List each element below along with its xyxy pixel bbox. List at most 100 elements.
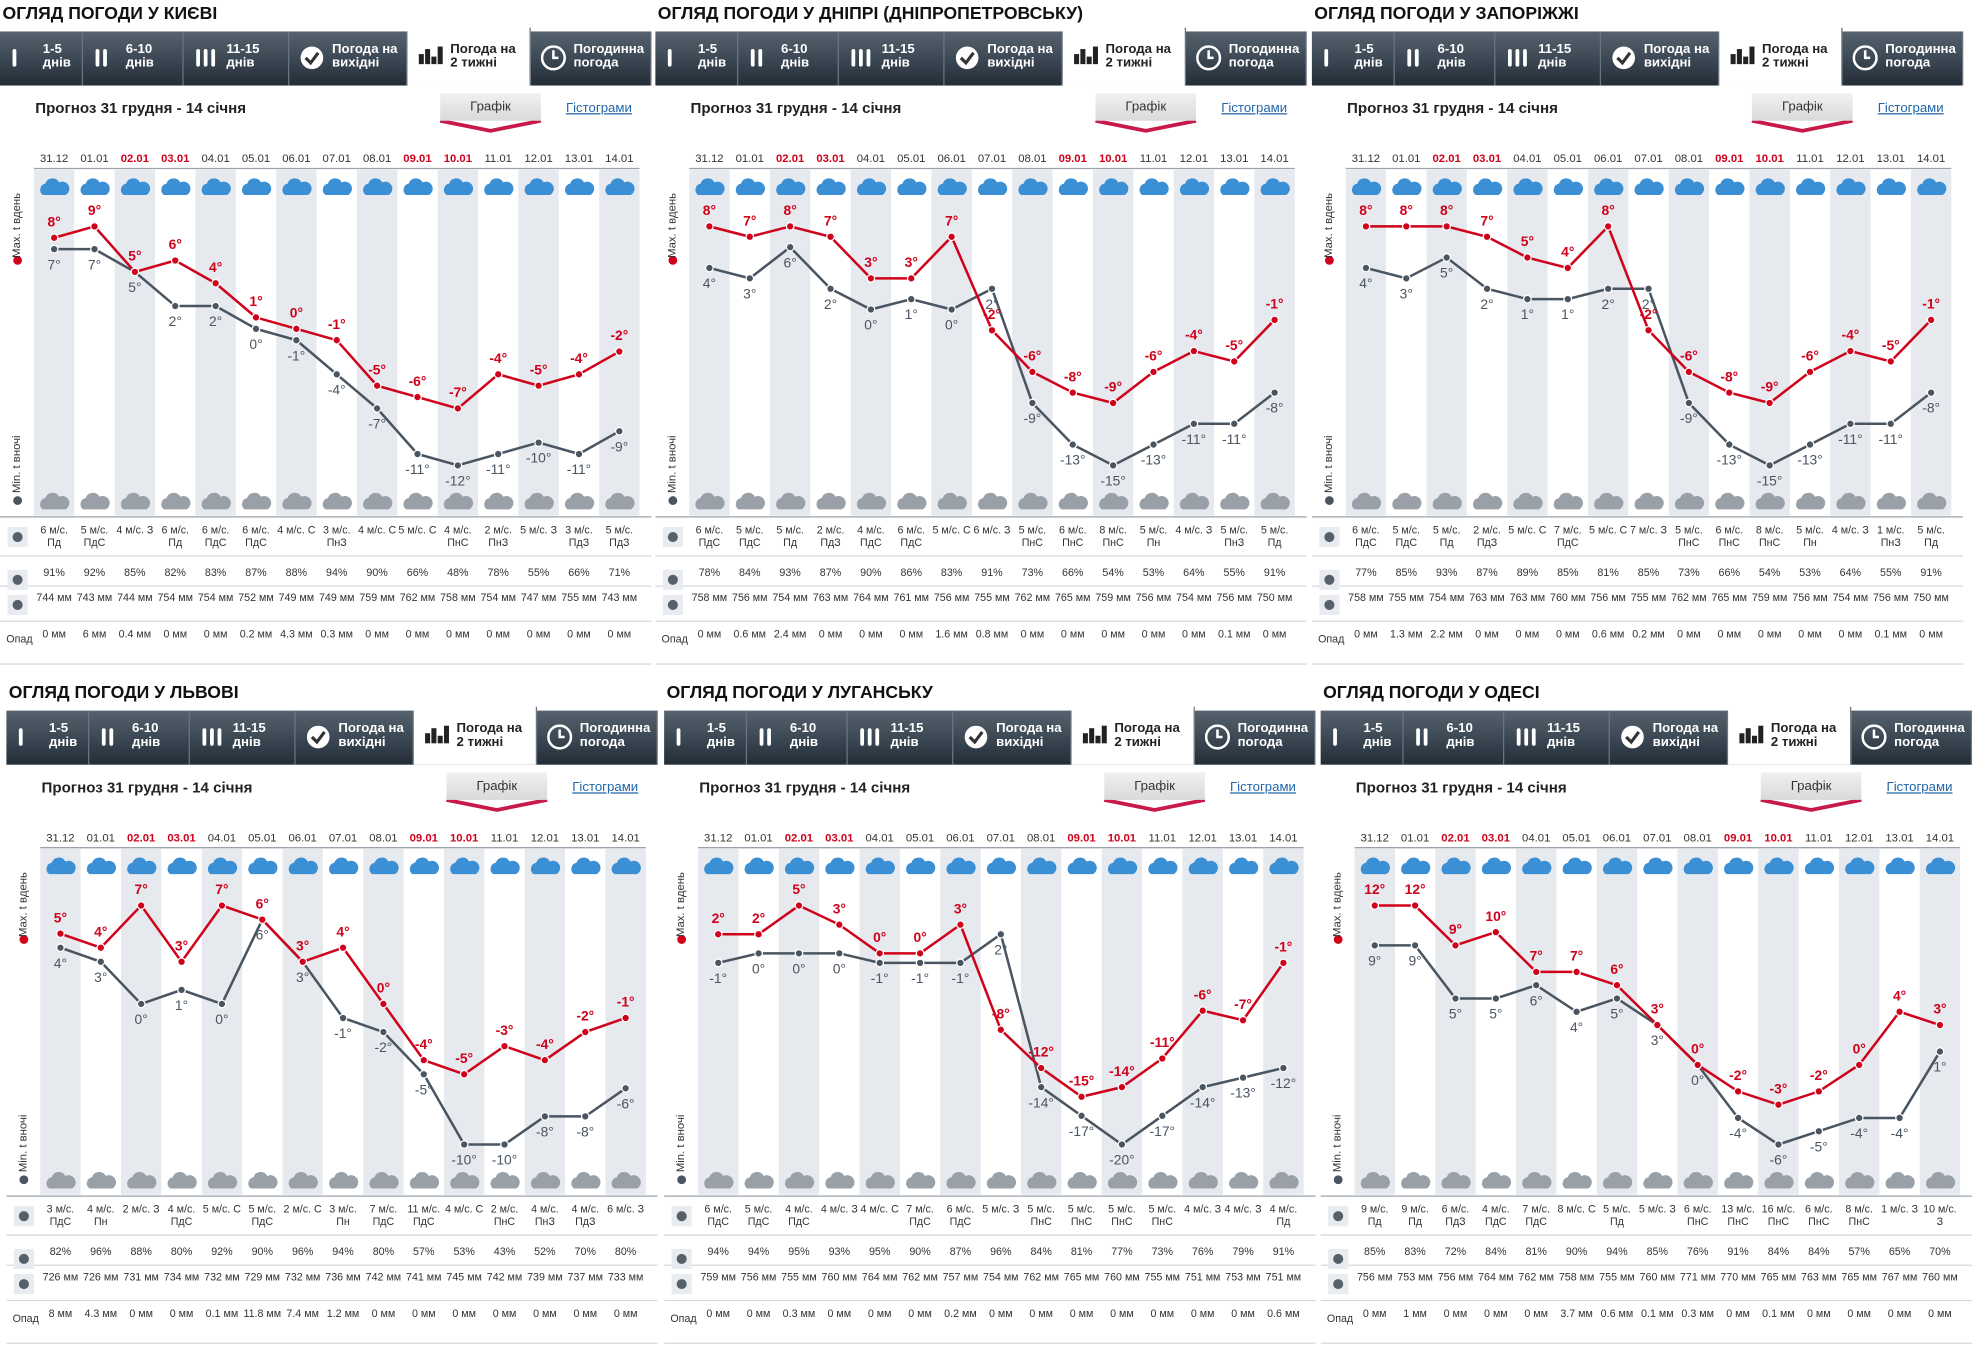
wind-cell: 4 м/с. С <box>357 523 397 536</box>
tab[interactable]: Погода на вихідні <box>1601 31 1720 86</box>
wind-cell: 8 м/с. ПнС <box>1099 523 1127 549</box>
histogram-link[interactable]: Гістограми <box>1230 779 1296 795</box>
tab-icon <box>196 49 216 67</box>
tab[interactable]: Погодинна погода <box>1851 710 1972 765</box>
max-temp-label: 8° <box>703 202 716 218</box>
wind-cell: 5 м/с. ПнС <box>1148 1202 1177 1228</box>
thermometer <box>95 49 100 67</box>
date-label: 05.01 <box>897 152 926 165</box>
tab[interactable]: 6-10 днів <box>89 710 190 765</box>
date-label: 11.01 <box>1148 831 1177 844</box>
min-temp-label: 0° <box>249 336 262 352</box>
tab[interactable]: 6-10 днів <box>738 31 839 86</box>
pressure-cell: 749 мм <box>278 591 315 604</box>
precip-cell: 0 мм <box>411 1306 436 1320</box>
wind-cell: 5 м/с. Пд <box>1603 1202 1631 1228</box>
tab[interactable]: 1-5 днів <box>1321 710 1404 765</box>
tab[interactable]: 11-15 днів <box>839 31 945 86</box>
graph-button[interactable]: Графік <box>1095 93 1197 121</box>
tab[interactable]: 6-10 днів <box>747 710 848 765</box>
min-temp-point <box>1270 388 1280 398</box>
tab[interactable]: 11-15 днів <box>184 31 290 86</box>
tab[interactable]: Погода на вихідні <box>953 710 1072 765</box>
tab[interactable]: Погода на вихідні <box>1610 710 1729 765</box>
min-temp-point <box>453 460 463 470</box>
tab[interactable]: Погода на вихідні <box>945 31 1063 86</box>
histogram-link[interactable]: Гістограми <box>1877 100 1944 116</box>
graph-button[interactable]: Графік <box>1104 772 1205 800</box>
precip-cell: 0 мм <box>1798 627 1822 641</box>
histogram-link[interactable]: Гістограми <box>572 779 639 795</box>
tab[interactable]: Погода на 2 тижні <box>1062 27 1187 86</box>
graph-button[interactable]: Графік <box>1751 93 1853 121</box>
weather-icon <box>1269 1171 1299 1189</box>
weather-icon <box>1885 1171 1915 1189</box>
thermometer <box>18 728 23 746</box>
tab[interactable]: 1-5 днів <box>0 31 84 86</box>
tab[interactable]: Погода на 2 тижні <box>1071 706 1195 765</box>
tab[interactable]: 1-5 днів <box>6 710 90 765</box>
graph-button[interactable]: Графік <box>446 772 548 800</box>
clock-icon <box>1861 724 1887 750</box>
wind-cell: 4 м/с. З <box>1175 523 1213 536</box>
min-temp-point <box>866 305 876 314</box>
tab[interactable]: 11-15 днів <box>190 710 296 765</box>
tab[interactable]: 1-5 днів <box>664 710 748 765</box>
precip-cell: 0 мм <box>203 627 228 641</box>
tab[interactable]: Погода на вихідні <box>289 31 408 86</box>
min-temp-point <box>1410 940 1420 950</box>
bars-icon <box>437 46 443 65</box>
tab[interactable]: Погода на 2 тижні <box>1719 27 1843 86</box>
tab[interactable]: Погодинна погода <box>1843 31 1964 86</box>
max-temp-label: -2° <box>1810 1067 1828 1083</box>
precip-cell: 2.4 мм <box>773 627 807 641</box>
histogram-link[interactable]: Гістограми <box>1886 779 1953 795</box>
graph-button[interactable]: Графік <box>1760 772 1862 800</box>
tab[interactable]: Погода на 2 тижні <box>413 706 538 765</box>
tab[interactable]: 6-10 днів <box>1404 710 1505 765</box>
histogram-link[interactable]: Гістограми <box>565 100 632 116</box>
date-label: 10.01 <box>1764 831 1793 844</box>
tab[interactable]: 1-5 днів <box>655 31 739 86</box>
date-label: 02.01 <box>1432 152 1461 165</box>
pressure-cell: 754 мм <box>197 591 234 604</box>
max-temp-point <box>1068 388 1078 398</box>
date-label: 11.01 <box>1805 831 1833 844</box>
weather-icon <box>571 1171 601 1189</box>
precip-cell: 0 мм <box>1677 627 1701 641</box>
column-band <box>1587 169 1629 516</box>
tab[interactable]: Погодинна погода <box>1195 710 1316 765</box>
weather-icon <box>1643 1171 1673 1189</box>
wind-cell: 6 м/с. З <box>607 1202 645 1215</box>
tab[interactable]: 11-15 днів <box>1495 31 1602 86</box>
precip-cell: 0 мм <box>746 1306 771 1320</box>
tab-label: днів <box>698 55 727 71</box>
tab-icon <box>1621 725 1644 749</box>
max-temp-point <box>794 901 804 910</box>
min-temp-label: 5° <box>1489 1006 1502 1022</box>
graph-button[interactable]: Графік <box>440 93 541 121</box>
tab-label: 11-15 <box>226 41 260 57</box>
tab[interactable]: 6-10 днів <box>1395 31 1496 86</box>
tab[interactable]: Погода на 2 тижні <box>1728 706 1852 765</box>
tab[interactable]: Погода на 2 тижні <box>407 27 531 86</box>
tab[interactable]: 1-5 днів <box>1312 31 1395 86</box>
tab[interactable]: Погода на вихідні <box>296 710 414 765</box>
max-temp-point <box>1410 901 1420 910</box>
tab[interactable]: Погодинна погода <box>531 31 652 86</box>
tab-label: днів <box>42 55 71 71</box>
tab[interactable]: Погодинна погода <box>1186 31 1307 86</box>
chart: 4° 3° 5° 2° 1° 1° 2° 2° -9° -13° -15° -13° -11° -11° -… <box>1311 118 1964 665</box>
weather-icon <box>1392 178 1422 195</box>
bars-icon <box>1758 725 1764 744</box>
tab[interactable]: 6-10 днів <box>83 31 184 86</box>
tab[interactable]: 11-15 днів <box>1504 710 1610 765</box>
column-band <box>859 848 900 1195</box>
histogram-link[interactable]: Гістограми <box>1221 100 1288 116</box>
tab[interactable]: 11-15 днів <box>848 710 954 765</box>
pressure-cell: 765 мм <box>1063 1270 1100 1283</box>
humidity-cell: 71% <box>608 565 631 579</box>
tab[interactable]: Погодинна погода <box>537 710 658 765</box>
min-temp-label: -4° <box>328 381 346 397</box>
date-label: 04.01 <box>207 831 237 844</box>
